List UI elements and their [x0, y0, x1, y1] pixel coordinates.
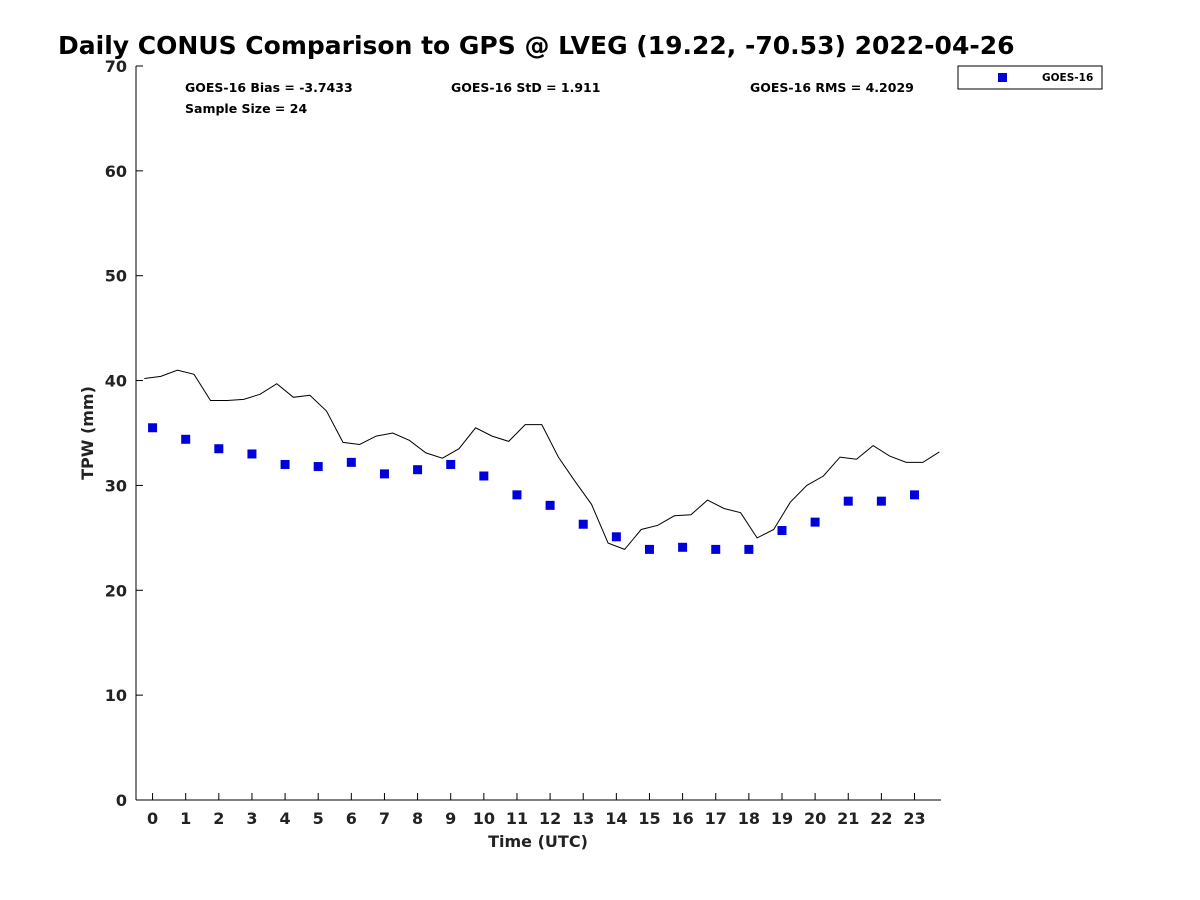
- goes16-data-point: [446, 459, 456, 469]
- goes16-data-point: [181, 434, 191, 444]
- goes16-data-point: [379, 469, 389, 479]
- x-tick-label: 8: [412, 809, 423, 828]
- y-tick-label: 20: [105, 581, 127, 600]
- x-tick-label: 22: [870, 809, 892, 828]
- y-tick-label: 70: [105, 57, 127, 76]
- x-tick-label: 1: [180, 809, 191, 828]
- y-tick-label: 40: [105, 372, 127, 391]
- x-tick-label: 23: [903, 809, 925, 828]
- goes16-data-point: [512, 490, 522, 500]
- x-tick-label: 21: [837, 809, 859, 828]
- goes16-data-point: [711, 544, 721, 554]
- goes16-data-point: [346, 457, 356, 467]
- goes16-data-point: [280, 459, 290, 469]
- series-layer: [144, 369, 940, 554]
- x-tick-label: 2: [213, 809, 224, 828]
- goes16-data-point: [843, 496, 853, 506]
- x-tick-label: 13: [572, 809, 594, 828]
- goes16-data-point: [678, 542, 688, 552]
- x-tick-label: 12: [539, 809, 561, 828]
- legend-box: [957, 65, 1103, 90]
- goes16-data-point: [545, 500, 555, 510]
- x-tick-label: 4: [280, 809, 291, 828]
- goes16-data-point: [644, 544, 654, 554]
- stat-sample-size: Sample Size = 24: [185, 101, 307, 116]
- goes16-data-point: [479, 471, 489, 481]
- x-tick-label: 20: [804, 809, 826, 828]
- y-tick-label: 10: [105, 686, 127, 705]
- goes16-data-point: [777, 526, 787, 536]
- goes16-data-point: [611, 532, 621, 542]
- goes16-data-point: [744, 544, 754, 554]
- x-tick-label: 3: [246, 809, 257, 828]
- x-tick-label: 0: [147, 809, 158, 828]
- goes16-data-point: [810, 517, 820, 527]
- stat-std: GOES-16 StD = 1.911: [451, 80, 600, 95]
- y-axis-label: TPW (mm): [78, 386, 97, 480]
- goes16-data-point: [148, 423, 158, 433]
- goes16-data-point: [214, 444, 224, 454]
- x-tick-label: 19: [771, 809, 793, 828]
- goes16-data-point: [876, 496, 886, 506]
- goes16-data-point: [247, 449, 257, 459]
- legend-label-goes16: GOES-16: [1042, 72, 1093, 84]
- x-ticks: 0 1 2 3 4 5 6 7 8 9 10 11 12 13 14 15 16 17 18 19 20 21 22 23: [147, 793, 926, 828]
- x-tick-label: 17: [705, 809, 727, 828]
- stat-rms: GOES-16 RMS = 4.2029: [750, 80, 914, 95]
- x-tick-label: 16: [671, 809, 693, 828]
- goes16-data-point: [578, 519, 588, 529]
- x-tick-label: 9: [445, 809, 456, 828]
- x-tick-label: 5: [313, 809, 324, 828]
- x-tick-label: 6: [346, 809, 357, 828]
- goes16-data-point: [313, 462, 323, 472]
- x-tick-label: 18: [738, 809, 760, 828]
- gps-reference-line: [144, 369, 940, 550]
- y-ticks: 0 10 20 30 40 50 60 70: [105, 57, 143, 810]
- chart-title: Daily CONUS Comparison to GPS @ LVEG (19…: [58, 31, 1015, 60]
- goes16-data-point: [413, 465, 423, 475]
- x-tick-label: 15: [638, 809, 660, 828]
- x-tick-label: 10: [473, 809, 495, 828]
- y-tick-label: 60: [105, 162, 127, 181]
- x-tick-label: 11: [506, 809, 528, 828]
- x-axis-label: Time (UTC): [488, 832, 588, 851]
- y-tick-label: 50: [105, 267, 127, 286]
- stat-bias: GOES-16 Bias = -3.7433: [185, 80, 353, 95]
- goes16-data-point: [909, 490, 919, 500]
- x-tick-label: 7: [379, 809, 390, 828]
- legend: GOES-16: [957, 65, 1103, 90]
- y-tick-label: 30: [105, 476, 127, 495]
- legend-marker-goes16: [998, 73, 1007, 82]
- y-tick-label: 0: [116, 791, 127, 810]
- x-tick-label: 14: [605, 809, 627, 828]
